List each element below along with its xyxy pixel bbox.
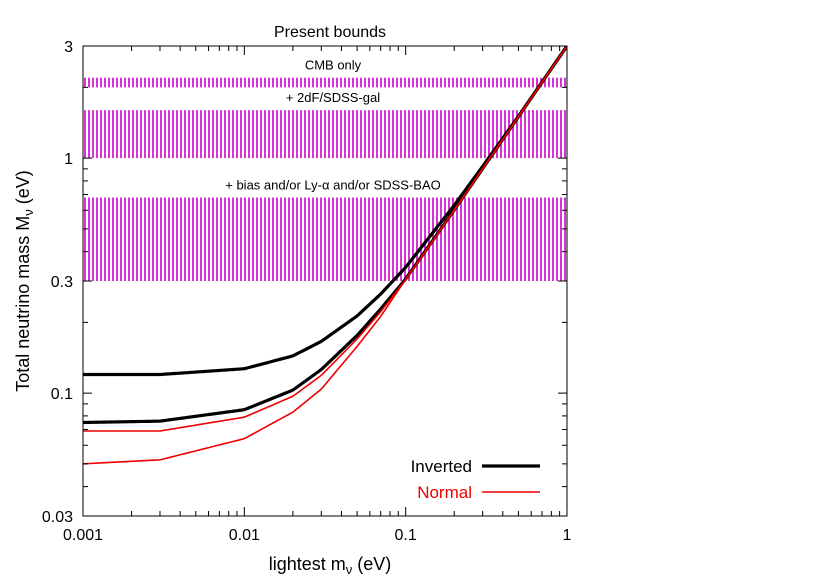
y-tick-label: 0.1: [51, 386, 73, 403]
y-tick-label: 1: [64, 151, 73, 168]
legend-label-normal: Normal: [417, 483, 472, 502]
y-axis-label-unit: (eV): [13, 170, 33, 209]
band-2: [83, 197, 567, 281]
x-tick-label: 1: [563, 527, 572, 544]
series-group: [83, 46, 567, 465]
band-label-1: + 2dF/SDSS-gal: [286, 90, 380, 105]
x-axis-label-unit: (eV): [352, 554, 391, 574]
legend-label-inverted: Inverted: [411, 457, 472, 476]
x-axis-label: lightest mν (eV): [269, 554, 392, 576]
band-0: [83, 77, 567, 88]
y-axis-label: Total neutrino mass Mν (eV): [13, 170, 36, 392]
x-tick-label: 0.1: [395, 527, 417, 544]
legend: Inverted Normal: [411, 457, 540, 502]
x-tick-label: 0.001: [63, 527, 103, 544]
y-axis-label-main: Total neutrino mass M: [13, 216, 33, 392]
x-tick-label: 0.01: [229, 527, 260, 544]
bands-group: [83, 77, 567, 281]
y-tick-label: 0.3: [51, 274, 73, 291]
y-tick-label: 3: [64, 39, 73, 56]
band-1: [83, 110, 567, 159]
x-axis-label-sub: ν: [346, 562, 353, 576]
band-label-2: + bias and/or Ly-α and/or SDSS-BAO: [225, 177, 441, 192]
y-tick-label: 0.03: [42, 509, 73, 526]
y-axis-label-sub: ν: [21, 209, 36, 216]
series-normal-curve-1: [83, 46, 567, 465]
chart-title: Present bounds: [274, 24, 386, 41]
x-axis-label-main: lightest m: [269, 554, 346, 574]
band-label-0: CMB only: [305, 58, 362, 73]
ticks-group: 0.001 0.01 0.1 1 0.03 0.1 0.3 1 3: [42, 39, 572, 544]
band-labels-group: CMB only + 2dF/SDSS-gal + bias and/or Ly-α…: [225, 58, 441, 193]
